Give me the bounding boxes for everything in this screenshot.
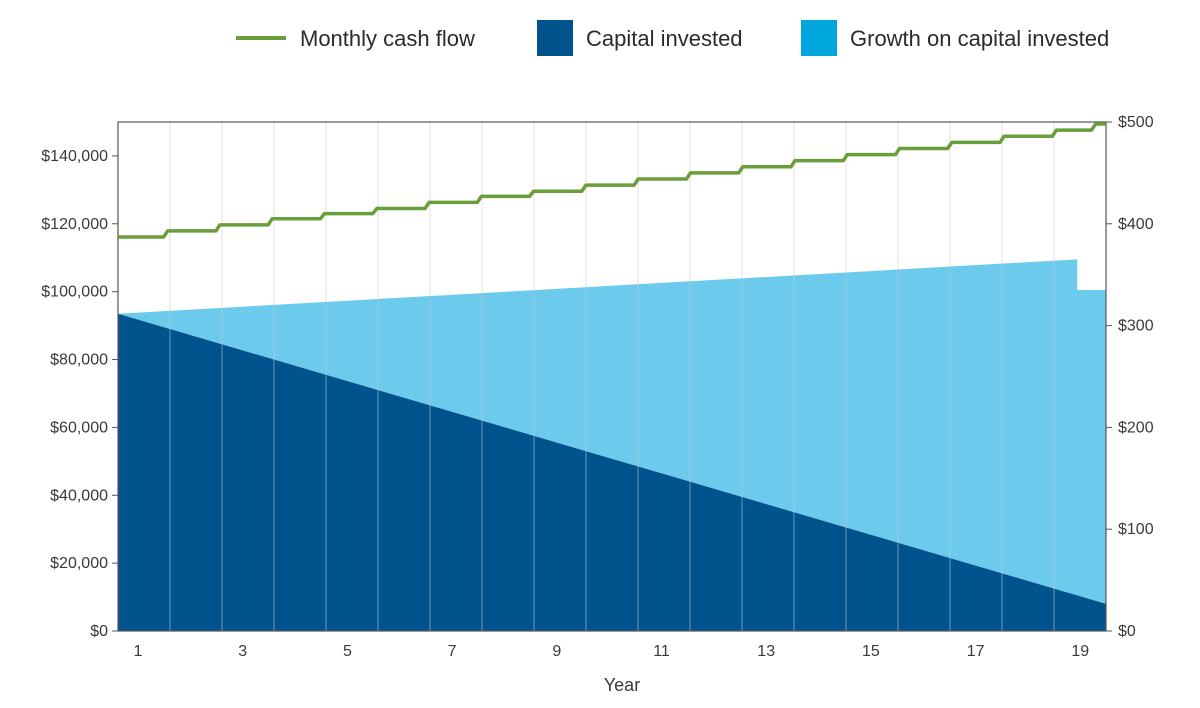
y-right-tick-label: $300 bbox=[1118, 318, 1154, 335]
x-axis-title: Year bbox=[604, 675, 640, 695]
plot-frame bbox=[117, 121, 1107, 632]
capital-area bbox=[118, 313, 1106, 631]
y-left-tick-label: $80,000 bbox=[50, 352, 108, 369]
growth-area bbox=[118, 259, 1106, 604]
legend-label: Monthly cash flow bbox=[300, 26, 475, 51]
cash-flow-line bbox=[118, 122, 1106, 239]
y-left-tick-label: $140,000 bbox=[41, 148, 108, 165]
x-tick-label: 9 bbox=[552, 643, 561, 660]
y-left-tick-label: $0 bbox=[90, 623, 108, 640]
y-right-tick-label: $0 bbox=[1118, 623, 1136, 640]
legend-square-swatch bbox=[801, 20, 837, 56]
y-left-tick-label: $40,000 bbox=[50, 487, 108, 504]
x-tick-label: 13 bbox=[757, 643, 775, 660]
y-right-tick-label: $400 bbox=[1118, 216, 1154, 233]
x-tick-label: 7 bbox=[448, 643, 457, 660]
x-tick-label: 19 bbox=[1071, 643, 1089, 660]
y-left-tick-label: $20,000 bbox=[50, 555, 108, 572]
y-right-tick-label: $200 bbox=[1118, 419, 1154, 436]
x-tick-label: 15 bbox=[862, 643, 880, 660]
x-tick-label: 11 bbox=[653, 643, 670, 660]
y-right-tick-label: $500 bbox=[1118, 114, 1154, 131]
y-right-tick-label: $100 bbox=[1118, 521, 1154, 538]
legend-label: Capital invested bbox=[586, 26, 743, 51]
x-tick-label: 17 bbox=[967, 643, 985, 660]
x-tick-label: 1 bbox=[134, 643, 143, 660]
x-tick-label: 5 bbox=[343, 643, 352, 660]
legend-square-swatch bbox=[537, 20, 573, 56]
legend-label: Growth on capital invested bbox=[850, 26, 1109, 51]
y-left-tick-label: $100,000 bbox=[41, 284, 108, 301]
y-left-tick-label: $120,000 bbox=[41, 216, 108, 233]
y-left-tick-label: $60,000 bbox=[50, 419, 108, 436]
x-tick-label: 3 bbox=[238, 643, 247, 660]
